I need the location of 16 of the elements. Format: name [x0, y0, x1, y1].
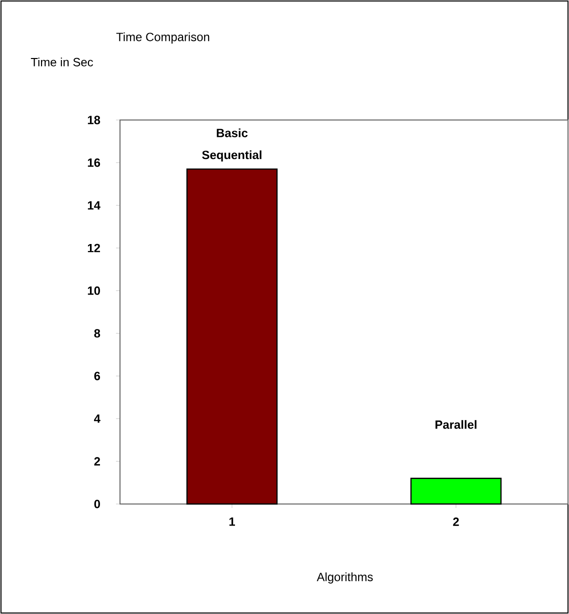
x-axis-title: Algorithms [316, 572, 373, 584]
y-tick-label: 16 [88, 158, 100, 167]
y-axis-title: Time in Sec [30, 58, 93, 66]
y-tick-label: 6 [94, 372, 100, 380]
y-tick-label: 0 [94, 500, 100, 508]
y-tick-label: 14 [88, 201, 100, 210]
y-tick-label: 10 [88, 286, 100, 295]
x-tick-label: 1 [229, 518, 235, 526]
y-tick-label: 2 [94, 457, 100, 466]
y-tick-label: 4 [94, 414, 100, 423]
y-tick-label: 12 [88, 244, 100, 252]
y-tick-label: 18 [88, 116, 100, 124]
chart-title: Time Comparison [116, 32, 210, 44]
y-tick-label: 8 [94, 329, 100, 338]
annotation: Parallel [436, 420, 476, 429]
annotation: Basic Sequential [202, 128, 262, 162]
